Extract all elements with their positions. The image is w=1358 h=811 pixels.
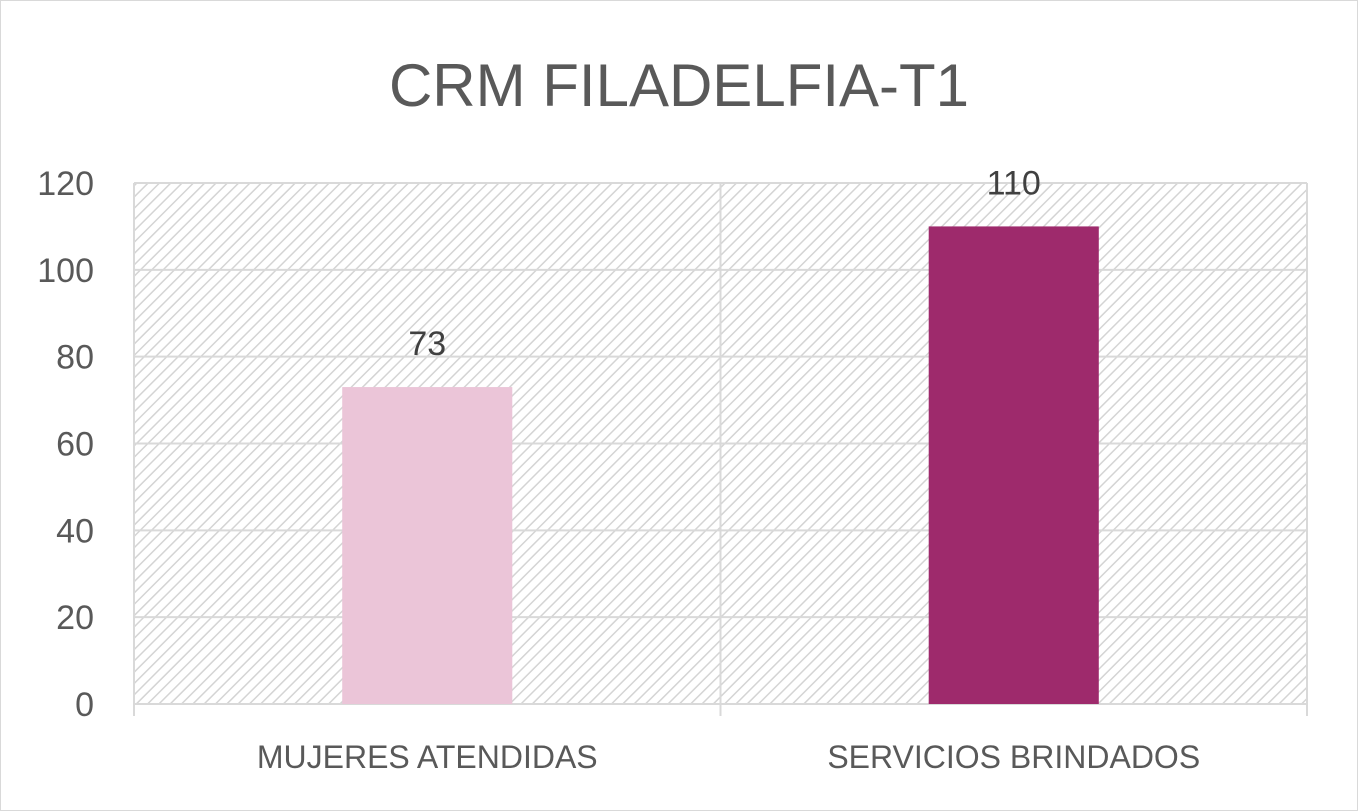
- x-category-label: MUJERES ATENDIDAS: [257, 739, 598, 775]
- plot-area: 0 20 40 60 80 100 120 73 MUJERES ATENDIDAS 110 SER…: [37, 164, 1308, 775]
- y-tick-label: 120: [37, 165, 94, 203]
- x-category-label: SERVICIOS BRINDADOS: [827, 739, 1200, 775]
- y-tick-label: 0: [75, 686, 94, 724]
- bar[interactable]: [928, 226, 1099, 704]
- chart-title: CRM FILADELFIA-T1: [389, 52, 969, 119]
- y-tick-label: 20: [56, 599, 94, 637]
- data-label: 110: [987, 164, 1041, 202]
- y-tick-label: 40: [56, 512, 94, 550]
- y-tick-label: 60: [56, 426, 94, 464]
- data-label: 73: [408, 325, 446, 363]
- y-tick-label: 100: [37, 252, 94, 290]
- y-tick-label: 80: [56, 339, 94, 377]
- bar[interactable]: [342, 387, 513, 704]
